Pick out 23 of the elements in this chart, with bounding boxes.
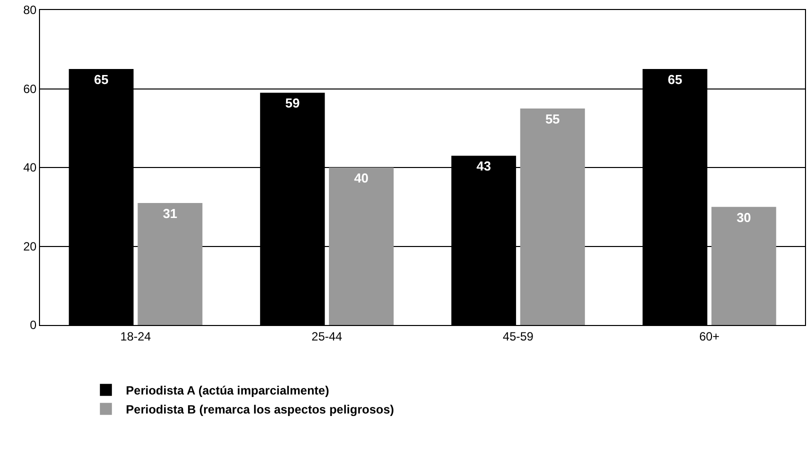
x-tick-label: 45-59 bbox=[502, 329, 534, 344]
x-tick-label: 18-24 bbox=[120, 329, 152, 344]
y-tick-label: 20 bbox=[23, 239, 37, 254]
y-tick-label: 80 bbox=[23, 3, 37, 18]
data-label: 59 bbox=[285, 96, 300, 111]
legend-label: Periodista A (actúa imparcialmente) bbox=[126, 384, 330, 398]
data-label: 30 bbox=[736, 210, 752, 225]
data-label: 31 bbox=[162, 206, 178, 221]
x-tick-label: 60+ bbox=[699, 329, 720, 344]
data-label: 65 bbox=[668, 72, 682, 88]
data-label: 65 bbox=[94, 72, 108, 88]
y-tick-label: 0 bbox=[30, 318, 37, 332]
x-tick-label: 25-44 bbox=[312, 329, 343, 344]
bar bbox=[520, 108, 585, 325]
bar bbox=[328, 168, 394, 325]
bar bbox=[711, 206, 776, 325]
data-label: 40 bbox=[354, 170, 369, 186]
y-tick-label: 60 bbox=[23, 82, 37, 96]
legend-label: Periodista B (remarca los aspectos peligrosos) bbox=[126, 402, 394, 417]
data-label: 55 bbox=[545, 111, 560, 126]
y-tick-label: 40 bbox=[23, 160, 37, 175]
bar bbox=[138, 202, 202, 325]
data-label: 43 bbox=[476, 158, 491, 174]
